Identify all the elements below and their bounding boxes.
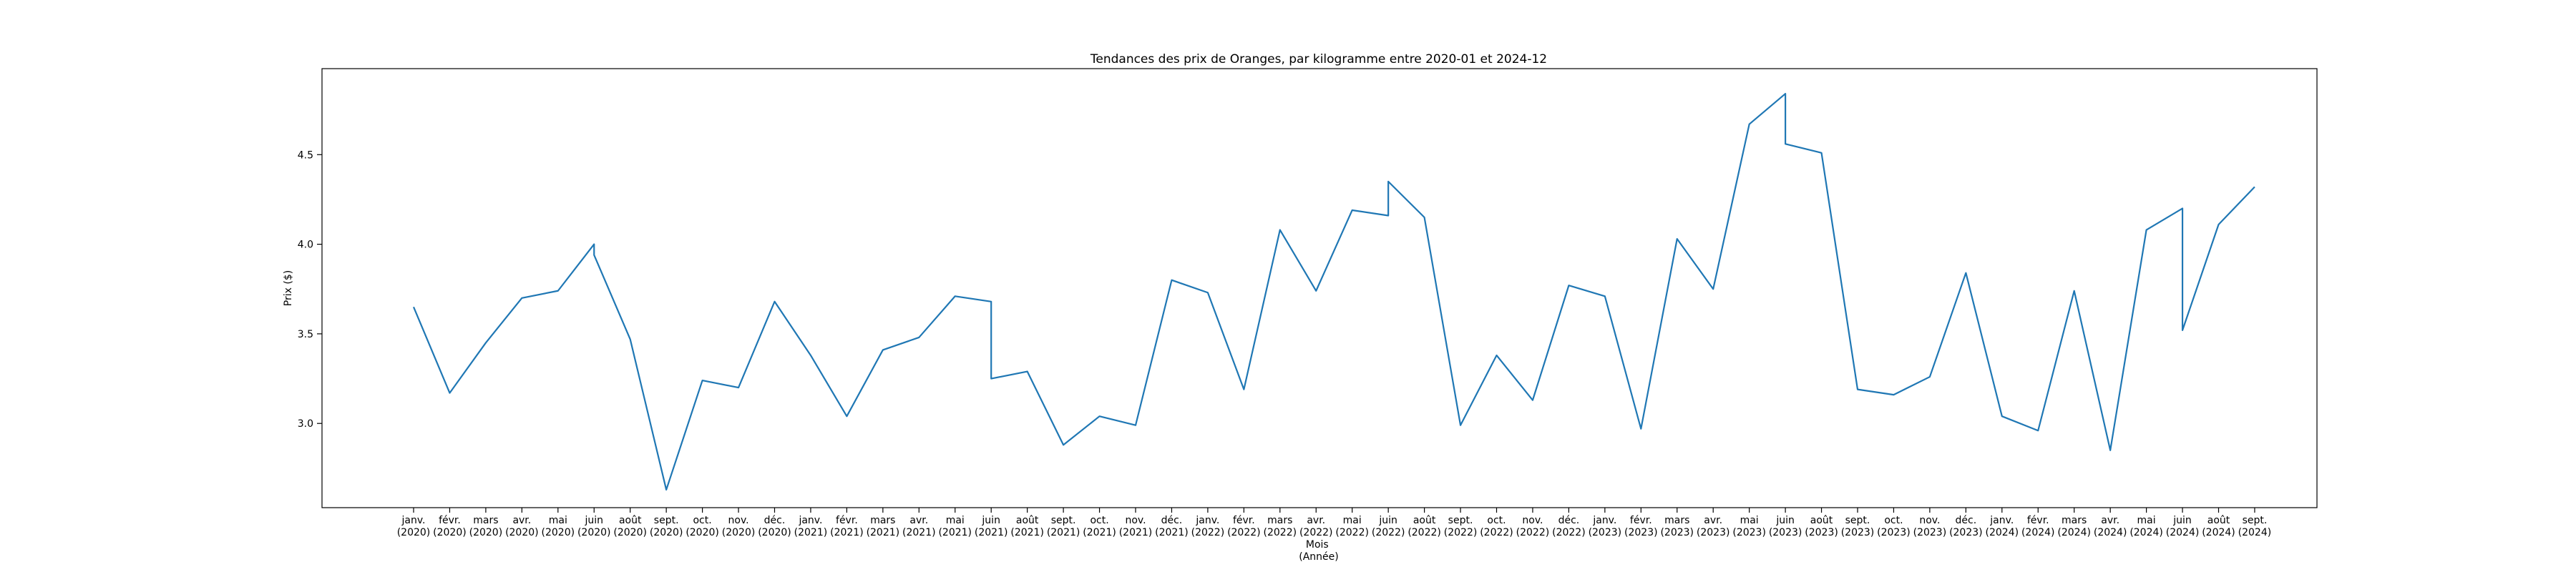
x-tick-label: janv. (2024) xyxy=(1986,515,2019,538)
x-tick-label: déc. (2023) xyxy=(1949,515,1983,538)
x-tick-label: févr. (2020) xyxy=(433,515,467,538)
x-tick-label: août (2020) xyxy=(613,515,647,538)
y-axis: 3.0 3.5 4.0 4.5 xyxy=(298,149,322,430)
y-tick-label: 4.5 xyxy=(298,149,313,161)
x-tick-label: avr. (2022) xyxy=(1299,515,1333,538)
x-tick-label: avr. (2023) xyxy=(1697,515,1730,538)
x-tick-label: déc. (2021) xyxy=(1155,515,1189,538)
x-axis-label-line2: (Année) xyxy=(1299,551,1338,563)
x-tick-label: mars (2020) xyxy=(469,515,503,538)
x-tick-label: mars (2021) xyxy=(867,515,900,538)
x-tick-label: mars (2023) xyxy=(1660,515,1694,538)
x-tick-label: déc. (2020) xyxy=(758,515,791,538)
x-tick-label: mai (2020) xyxy=(542,515,575,538)
x-tick-label: août (2024) xyxy=(2202,515,2235,538)
x-tick-label: mai (2024) xyxy=(2129,515,2163,538)
x-tick-label: juin (2020) xyxy=(577,515,611,538)
x-tick-label: févr. (2021) xyxy=(830,515,864,538)
x-tick-label: sept. (2023) xyxy=(1841,515,1875,538)
plot-area xyxy=(321,68,2318,508)
x-tick-label: nov. (2020) xyxy=(722,515,756,538)
y-tick-label: 3.5 xyxy=(298,329,313,340)
x-tick-label: juin (2023) xyxy=(1769,515,1802,538)
x-axis-label-line1: Mois xyxy=(1306,539,1329,551)
x-tick-label: mars (2024) xyxy=(2057,515,2091,538)
x-tick-label: juin (2021) xyxy=(975,515,1008,538)
chart-title: Tendances des prix de Oranges, par kilog… xyxy=(1090,52,1547,66)
x-tick-label: févr. (2023) xyxy=(1624,515,1658,538)
x-tick-label: janv. (2023) xyxy=(1589,515,1622,538)
x-tick-label: oct. (2022) xyxy=(1480,515,1513,538)
x-tick-label: mai (2023) xyxy=(1732,515,1766,538)
x-tick-label: août (2022) xyxy=(1407,515,1441,538)
x-tick-label: juin (2024) xyxy=(2166,515,2200,538)
x-axis-label: Mois (Année) xyxy=(1299,539,1338,563)
x-axis: janv. (2020)févr. (2020)mars (2020)avr. (202… xyxy=(397,508,2272,538)
y-tick-label: 4.0 xyxy=(298,240,313,251)
plot-frame xyxy=(321,68,2318,508)
x-tick-label: févr. (2024) xyxy=(2021,515,2055,538)
x-tick-label: nov. (2021) xyxy=(1119,515,1153,538)
x-tick-label: avr. (2021) xyxy=(902,515,936,538)
x-tick-label: nov. (2022) xyxy=(1516,515,1550,538)
x-tick-label: janv. (2020) xyxy=(397,515,431,538)
x-tick-label: mai (2022) xyxy=(1335,515,1369,538)
x-tick-label: nov. (2023) xyxy=(1913,515,1947,538)
y-axis-label: Prix ($) xyxy=(283,270,294,306)
y-tick-label: 3.0 xyxy=(298,418,313,430)
x-tick-label: sept. (2022) xyxy=(1444,515,1478,538)
x-tick-label: oct. (2023) xyxy=(1877,515,1911,538)
x-tick-label: sept. (2020) xyxy=(650,515,683,538)
series-line-prix xyxy=(412,92,2255,491)
x-tick-label: avr. (2024) xyxy=(2094,515,2127,538)
x-tick-label: août (2023) xyxy=(1805,515,1838,538)
x-tick-label: oct. (2020) xyxy=(686,515,719,538)
x-tick-label: août (2021) xyxy=(1010,515,1044,538)
x-tick-label: sept. (2021) xyxy=(1047,515,1080,538)
x-tick-label: janv. (2021) xyxy=(794,515,828,538)
x-tick-label: mai (2021) xyxy=(938,515,972,538)
x-tick-label: mars (2022) xyxy=(1264,515,1297,538)
x-tick-label: févr. (2022) xyxy=(1227,515,1261,538)
x-tick-label: juin (2022) xyxy=(1372,515,1405,538)
x-tick-label: janv. (2022) xyxy=(1191,515,1225,538)
x-tick-label: sept. (2024) xyxy=(2238,515,2272,538)
x-tick-label: oct. (2021) xyxy=(1083,515,1116,538)
x-tick-label: déc. (2022) xyxy=(1552,515,1586,538)
x-tick-label: avr. (2020) xyxy=(505,515,539,538)
